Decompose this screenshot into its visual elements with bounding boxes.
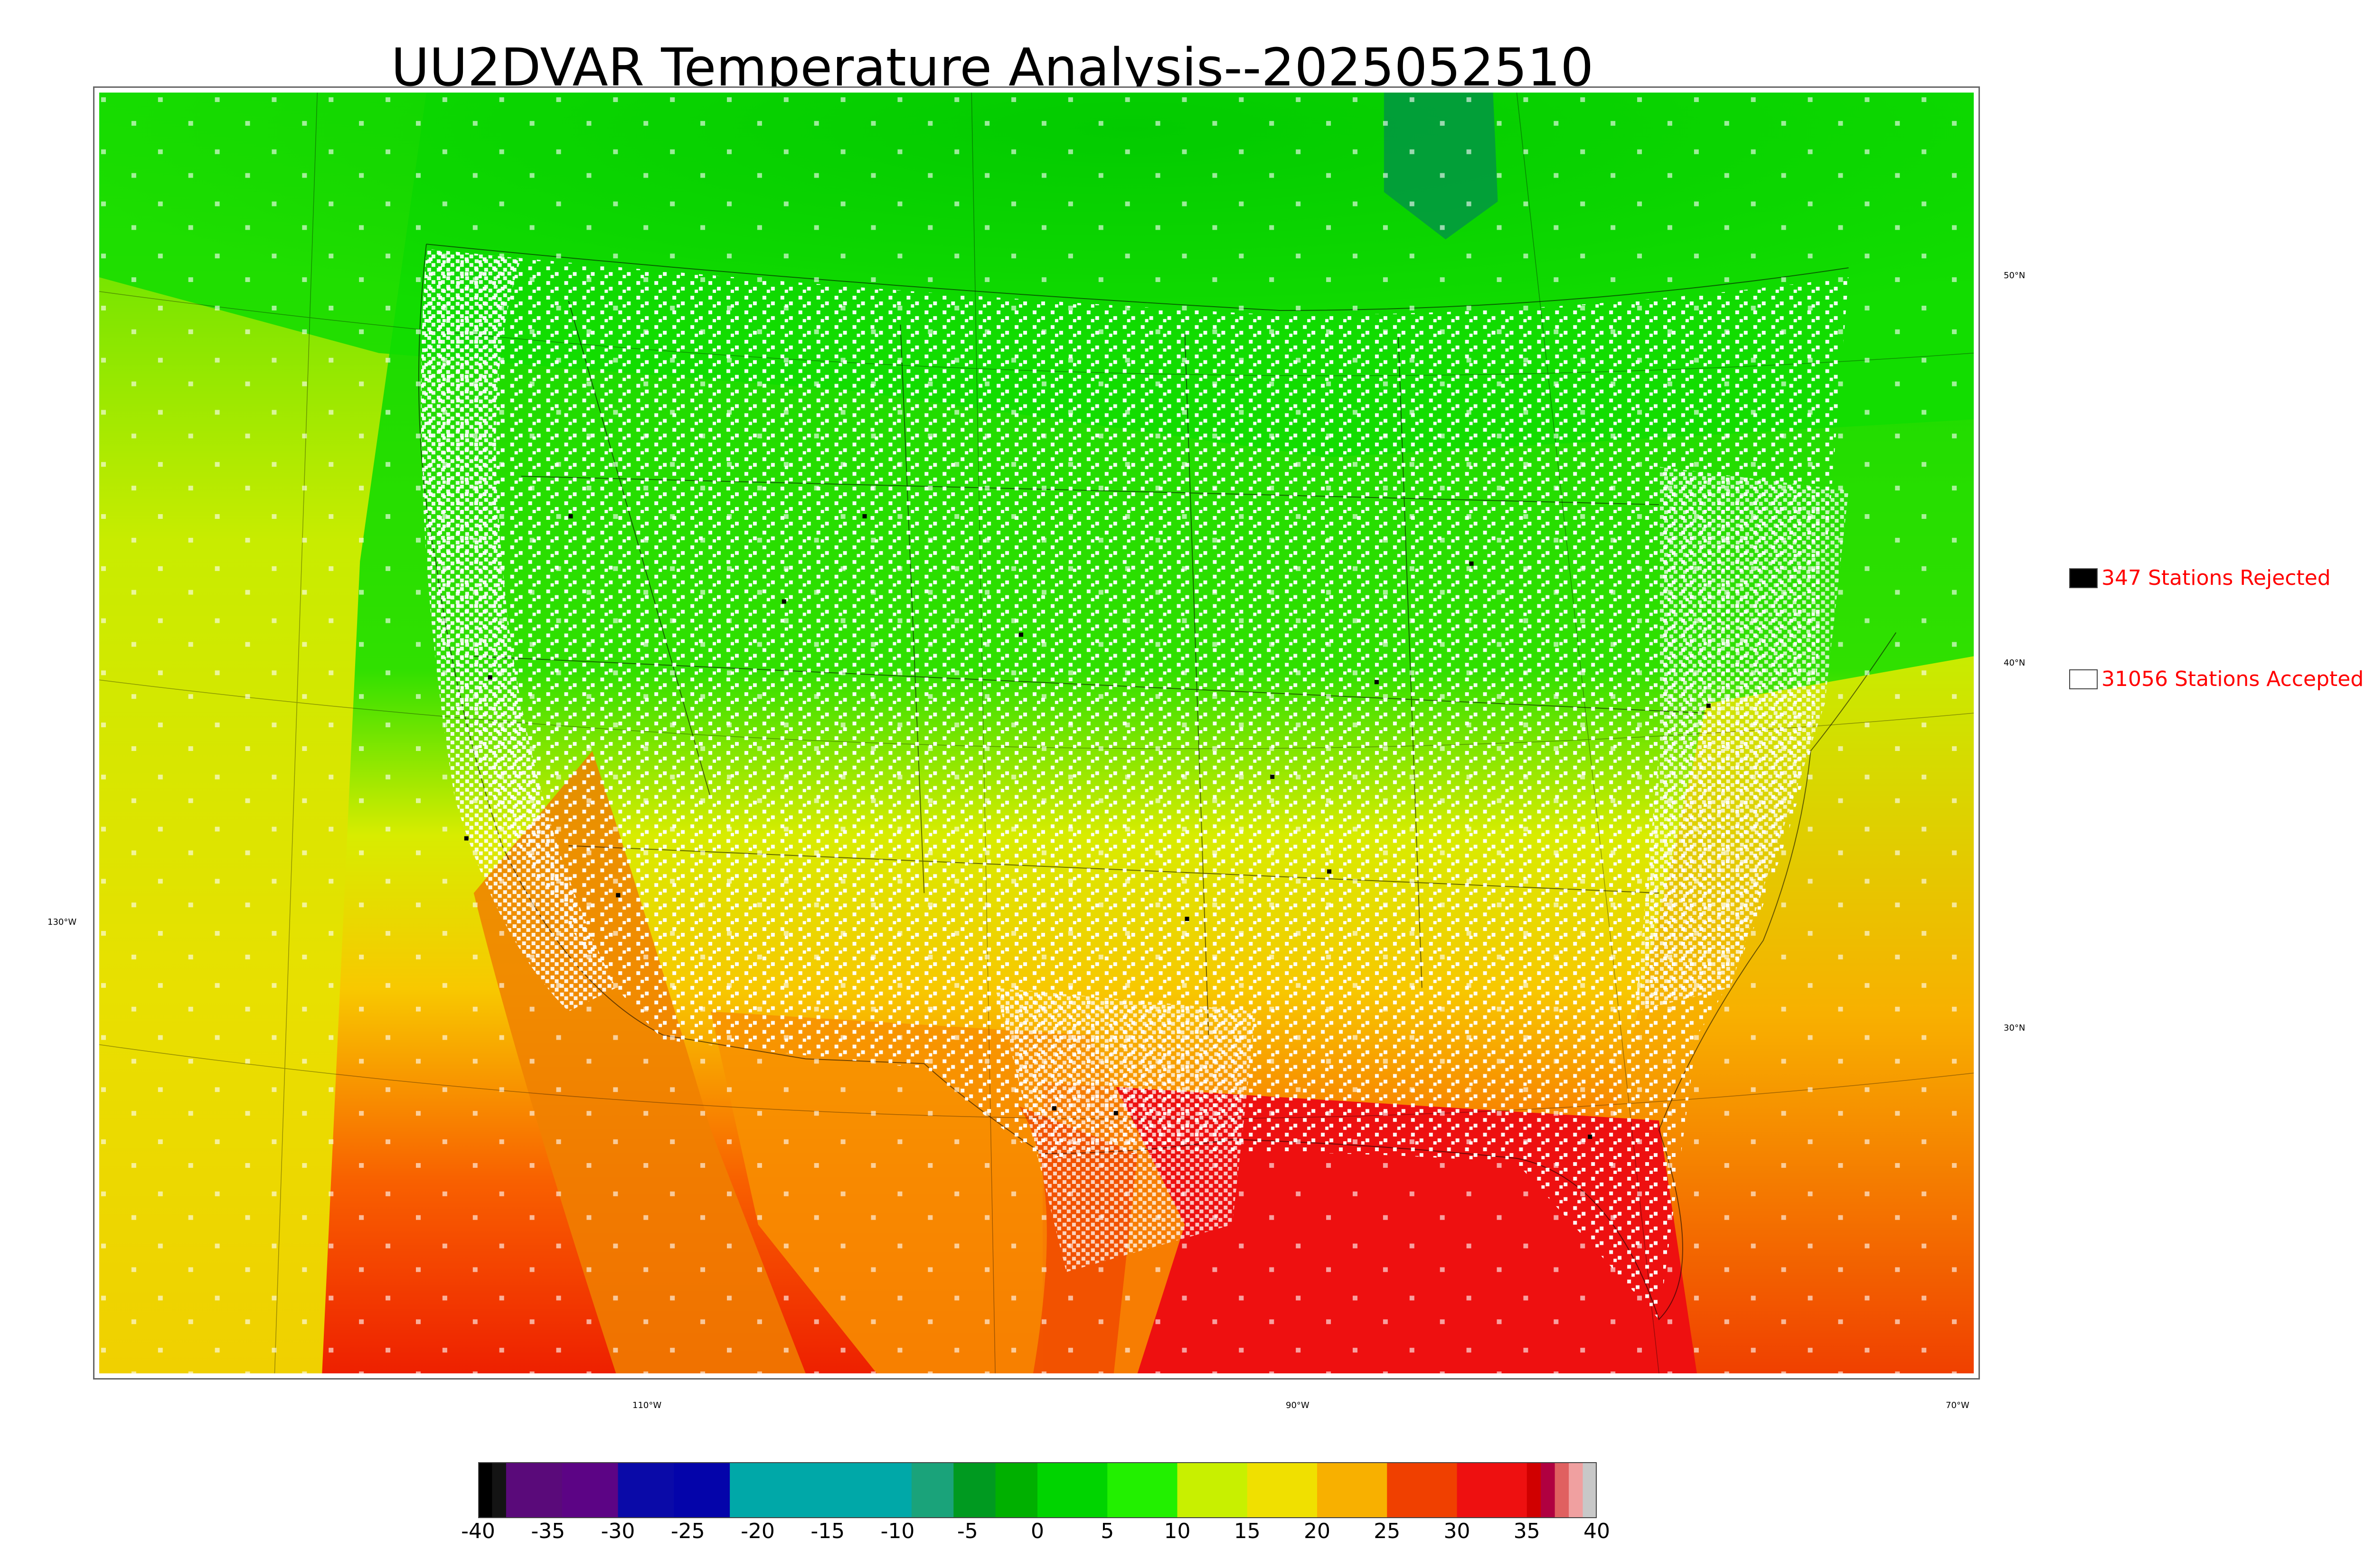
colorbar-tick-label: 25 (1374, 1519, 1401, 1543)
colorbar-segment (1554, 1462, 1569, 1518)
lat-label-50n: 50°N (2004, 271, 2025, 281)
colorbar-segment (562, 1462, 618, 1518)
legend-rejected: 347 Stations Rejected (2069, 566, 2331, 590)
colorbar-tick-label: 35 (1513, 1519, 1540, 1543)
colorbar-tick-label: 30 (1443, 1519, 1470, 1543)
colorbar-segment (618, 1462, 674, 1518)
colorbar-tick-label: 20 (1304, 1519, 1330, 1543)
colorbar-tick-label: -10 (880, 1519, 915, 1543)
colorbar-segment (1583, 1462, 1597, 1518)
map-canvas (99, 92, 1974, 1374)
colorbar-segment (1247, 1462, 1318, 1518)
lat-label-30n: 30°N (2004, 1023, 2025, 1033)
colorbar-segment (492, 1462, 507, 1518)
colorbar-tick-label: 10 (1164, 1519, 1191, 1543)
colorbar-segment (911, 1462, 954, 1518)
colorbar-segment (995, 1462, 1038, 1518)
colorbar-tick-label: -20 (741, 1519, 775, 1543)
colorbar-segment (1317, 1462, 1387, 1518)
rejected-swatch (2069, 568, 2098, 588)
colorbar-tick-label: -30 (601, 1519, 635, 1543)
lon-label-90w: 90°W (1286, 1400, 1309, 1410)
rejected-label: 347 Stations Rejected (2101, 566, 2331, 590)
colorbar-segment (478, 1462, 492, 1518)
colorbar (478, 1462, 1597, 1518)
colorbar-tick-label: 15 (1234, 1519, 1261, 1543)
colorbar-tick-label: -25 (670, 1519, 705, 1543)
colorbar-segment (813, 1462, 912, 1518)
colorbar-tick-label: -40 (461, 1519, 495, 1543)
temperature-map (93, 86, 1980, 1380)
colorbar-segment (1526, 1462, 1541, 1518)
accepted-stations-sparse (99, 92, 1974, 1374)
colorbar-tick-label: -35 (531, 1519, 565, 1543)
colorbar-segment (674, 1462, 730, 1518)
colorbar-segment (730, 1462, 814, 1518)
colorbar-segment (1107, 1462, 1178, 1518)
colorbar-segment (1569, 1462, 1583, 1518)
colorbar-segment (1387, 1462, 1457, 1518)
colorbar-segment (1541, 1462, 1555, 1518)
rejected-stations (464, 514, 1711, 1139)
colorbar-tick-label: -15 (810, 1519, 845, 1543)
colorbar-segment (506, 1462, 563, 1518)
lon-label-70w: 70°W (1946, 1400, 1969, 1410)
colorbar-tick-label: -5 (957, 1519, 978, 1543)
legend-accepted: 31056 Stations Accepted (2069, 667, 2364, 691)
lon-label-130w: 130°W (47, 917, 77, 927)
colorbar-tick-label: 5 (1101, 1519, 1114, 1543)
lat-label-40n: 40°N (2004, 658, 2025, 668)
accepted-swatch (2069, 669, 2098, 689)
colorbar-segment (1037, 1462, 1108, 1518)
colorbar-segment (1457, 1462, 1527, 1518)
lon-label-110w: 110°W (632, 1400, 662, 1410)
colorbar-tick-label: 0 (1031, 1519, 1044, 1543)
colorbar-segment (953, 1462, 996, 1518)
colorbar-segment (1177, 1462, 1248, 1518)
colorbar-tick-label: 40 (1583, 1519, 1610, 1543)
accepted-label: 31056 Stations Accepted (2101, 667, 2364, 691)
